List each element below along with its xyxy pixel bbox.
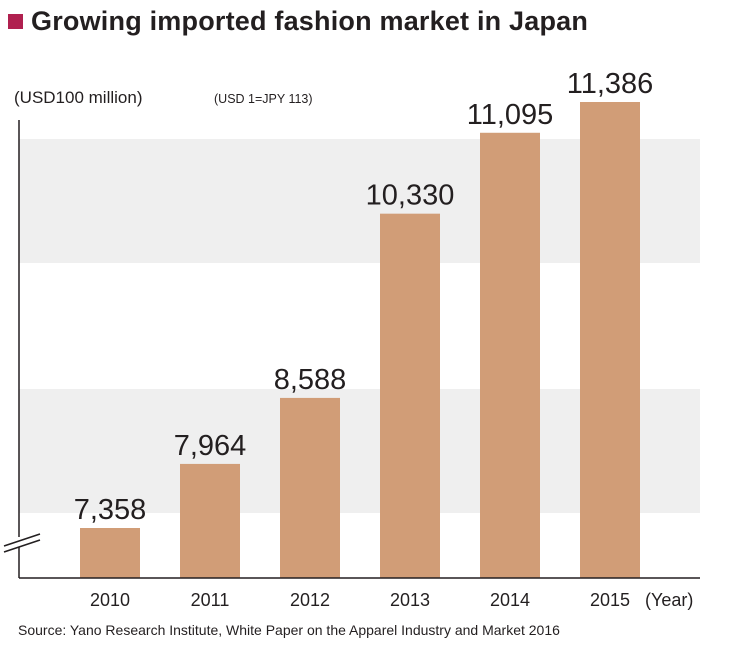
x-tick-2013: 2013 [390, 590, 430, 610]
axis-break-mark-lower [3, 539, 41, 553]
source-note: Source: Yano Research Institute, White P… [18, 622, 560, 638]
x-tick-2012: 2012 [290, 590, 330, 610]
value-label-2012: 8,588 [274, 364, 347, 396]
bar-2015 [580, 102, 640, 578]
x-tick-2010: 2010 [90, 590, 130, 610]
bar-2011 [180, 463, 240, 578]
chart-title: Growing imported fashion market in Japan [31, 6, 589, 36]
x-axis-unit: (Year) [645, 590, 693, 610]
axis-break-gap [2, 537, 42, 547]
value-label-2010: 7,358 [74, 494, 147, 526]
bar-2012 [280, 397, 340, 578]
bar-2010 [80, 528, 140, 578]
value-label-2014: 11,095 [467, 99, 554, 131]
title-marker [8, 14, 23, 29]
axis-break-mark-upper [3, 533, 41, 547]
y-unit-label: (USD100 million) [14, 88, 143, 107]
chart-title-block: Growing imported fashion market in Japan [8, 6, 588, 37]
value-label-2011: 7,964 [174, 430, 247, 462]
x-tick-2014: 2014 [490, 590, 530, 610]
bar-2014 [480, 132, 540, 578]
value-label-2013: 10,330 [366, 180, 455, 212]
x-tick-2015: 2015 [590, 590, 630, 610]
x-tick-2011: 2011 [191, 590, 230, 610]
bar-2013 [380, 213, 440, 578]
value-label-2015: 11,386 [567, 68, 654, 100]
exchange-rate-note: (USD 1=JPY 113) [214, 92, 313, 106]
